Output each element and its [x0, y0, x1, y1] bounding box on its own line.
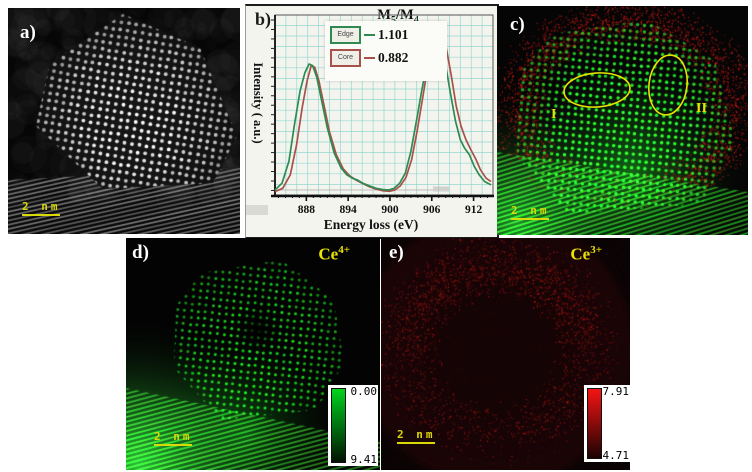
- edge-legend-line: [364, 33, 375, 37]
- composite-map-image: [497, 6, 748, 235]
- panel-d-ce4-map: d) Ce4+ 2 nm 0.00 9.41: [126, 238, 380, 470]
- panel-b-eels-spectrum: b) M5/M4 Intensity ( a.u.) 8888949009069…: [245, 4, 499, 239]
- ce3-colorbar-gradient: [587, 388, 602, 459]
- panel-e-ce3-map: e) Ce3+ 2 nm 7.91 4.71: [381, 238, 630, 470]
- x-tick-label: 900: [381, 204, 399, 216]
- panel-e-scalebar-text: 2 nm: [397, 428, 436, 441]
- panel-b-label: b): [255, 9, 272, 29]
- ce4-colorbar: 0.00 9.41: [328, 385, 378, 466]
- x-tick-label: 888: [298, 204, 316, 216]
- panel-e-label: e): [389, 242, 404, 263]
- core-ratio-value: 0.882: [378, 50, 409, 65]
- ce4-ion-label: Ce4+: [318, 244, 350, 264]
- edge-ratio-value: 1.101: [378, 27, 409, 42]
- legend-row-edge: Edge 1.101: [330, 26, 444, 44]
- panel-c-composite-map: I II c) 2 nm: [497, 6, 748, 235]
- measurement-readout-smudge: [433, 186, 449, 192]
- ce4-colorbar-max: 0.00: [350, 385, 378, 398]
- panel-a-scalebar-text: 2 nm: [22, 200, 61, 213]
- panel-a-label: a): [20, 22, 36, 43]
- panel-a-scalebar: 2 nm: [22, 200, 61, 216]
- core-swatch: Core: [330, 49, 361, 67]
- region-ellipse-I: [563, 72, 631, 108]
- panel-d-scalebar-text: 2 nm: [154, 430, 193, 443]
- region-label-I: I: [551, 107, 556, 122]
- legend-row-core: Core 0.882: [330, 49, 444, 67]
- panel-d-label: d): [132, 242, 149, 263]
- panel-a-scalebar-line: [22, 214, 60, 216]
- ce4-colorbar-min: 9.41: [350, 453, 378, 466]
- panel-a-stem-image: a) 2 nm: [8, 8, 240, 234]
- ce3-colorbar: 7.91 4.71: [584, 385, 630, 462]
- region-label-II: II: [696, 101, 707, 116]
- y-axis-label: Intensity ( a.u.): [251, 62, 265, 144]
- panel-c-label: c): [510, 14, 525, 35]
- ce3-colorbar-min: 4.71: [602, 449, 630, 462]
- roi-overlay: I II: [551, 54, 707, 122]
- region-ellipse-II: [647, 54, 689, 116]
- stem-lattice-image: [8, 8, 240, 234]
- x-tick-label: 894: [340, 204, 358, 216]
- panel-c-scalebar: 2 nm: [511, 204, 550, 220]
- spectrum-legend: Edge 1.101 Core 0.882: [325, 21, 447, 81]
- x-axis-label: Energy loss (eV): [323, 217, 419, 232]
- x-tick-label: 912: [465, 204, 483, 216]
- plot-corner-artifact: [246, 205, 268, 215]
- x-tick-label: 906: [423, 204, 441, 216]
- panel-c-scalebar-text: 2 nm: [511, 204, 550, 217]
- panel-c-scalebar-line: [511, 218, 549, 220]
- spectrum-curve-edge: [274, 36, 492, 191]
- core-legend-line: [364, 56, 375, 60]
- edge-swatch: Edge: [330, 26, 361, 44]
- panel-e-scalebar: 2 nm: [397, 428, 436, 444]
- panel-d-scalebar: 2 nm: [154, 430, 193, 446]
- ce3-ion-label: Ce3+: [570, 244, 602, 264]
- panel-e-scalebar-line: [397, 442, 435, 444]
- ce4-colorbar-gradient: [331, 388, 346, 463]
- panel-d-scalebar-line: [154, 444, 192, 446]
- ce3-colorbar-max: 7.91: [602, 385, 630, 398]
